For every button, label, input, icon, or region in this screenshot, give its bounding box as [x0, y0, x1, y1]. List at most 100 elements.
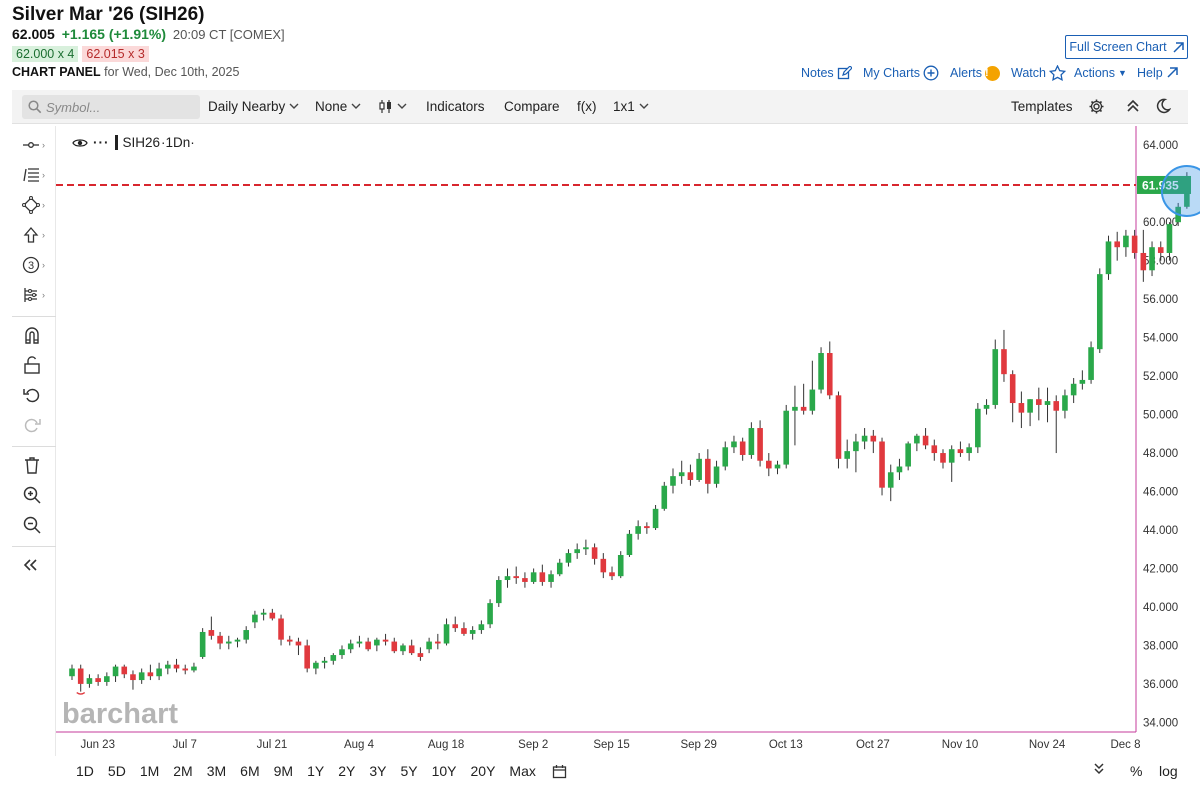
- notes-link[interactable]: Notes: [801, 63, 852, 83]
- chart-panel-label: CHART PANEL for Wed, Dec 10th, 2025: [12, 65, 239, 79]
- period-5y[interactable]: 5Y: [400, 763, 418, 779]
- dark-mode-button[interactable]: [1155, 98, 1171, 114]
- full-screen-chart-button[interactable]: Full Screen Chart: [1065, 35, 1188, 59]
- bid-badge: 62.000 x 4: [12, 46, 79, 62]
- period-1m[interactable]: 1M: [139, 763, 160, 779]
- tool-delete[interactable]: [22, 454, 52, 476]
- chevron-down-icon: [351, 103, 361, 109]
- candle-body: [304, 645, 310, 669]
- my-charts-link[interactable]: My Charts: [863, 63, 939, 83]
- candle-body: [887, 472, 894, 488]
- candle-body: [678, 472, 685, 477]
- templates-button[interactable]: Templates: [1011, 99, 1073, 114]
- tool-counter[interactable]: 3 ›: [22, 254, 52, 276]
- svg-text:3: 3: [28, 260, 34, 272]
- tool-collapse-panel[interactable]: [22, 554, 52, 576]
- actions-menu[interactable]: Actions ▼: [1074, 63, 1127, 83]
- chevron-down-icon: [639, 103, 649, 109]
- tool-zoom-out[interactable]: [22, 514, 52, 536]
- period-2m[interactable]: 2M: [173, 763, 193, 779]
- candle-body: [443, 624, 450, 644]
- barchart-watermark: barchart: [62, 698, 178, 730]
- tool-magnet[interactable]: [22, 324, 52, 346]
- chart-canvas[interactable]: barchart 34.000 36.000 38.000 40.000 42.000 44…: [56, 126, 1200, 756]
- undo-icon: [23, 388, 40, 403]
- candle-body: [617, 555, 624, 577]
- candle-body: [504, 576, 511, 581]
- candle-body: [687, 472, 694, 480]
- candle-body: [556, 562, 563, 575]
- tool-shapes[interactable]: ›: [22, 194, 52, 216]
- help-menu[interactable]: Help: [1137, 63, 1178, 83]
- candle-body: [914, 435, 920, 444]
- chart-type-dropdown[interactable]: [378, 99, 407, 114]
- tool-zoom-in[interactable]: [22, 484, 52, 506]
- period-10y[interactable]: 10Y: [431, 763, 457, 779]
- eye-icon[interactable]: [72, 137, 88, 149]
- candle-body: [1149, 247, 1155, 271]
- period-3m[interactable]: 3M: [206, 763, 227, 779]
- unlock-icon: [24, 356, 40, 374]
- scroll-end-button[interactable]: [1093, 762, 1105, 779]
- indicators-button[interactable]: Indicators: [426, 99, 485, 114]
- settings-button[interactable]: [1088, 98, 1105, 115]
- candle-body: [757, 428, 763, 461]
- candle-body: [1088, 347, 1094, 380]
- percent-toggle[interactable]: %: [1130, 763, 1143, 779]
- arrow-up-icon: [23, 227, 39, 243]
- function-button[interactable]: f(x): [577, 99, 597, 114]
- period-2y[interactable]: 2Y: [338, 763, 356, 779]
- period-9m[interactable]: 9M: [273, 763, 294, 779]
- log-toggle[interactable]: log: [1159, 763, 1178, 779]
- period-6m[interactable]: 6M: [240, 763, 260, 779]
- more-dots-icon[interactable]: ···: [93, 135, 110, 150]
- caret-down-icon: ▼: [1118, 68, 1127, 78]
- candle-body: [861, 435, 868, 442]
- watch-link[interactable]: Watch: [1011, 63, 1066, 83]
- number-circle-icon: 3: [22, 256, 40, 274]
- tool-lock[interactable]: [22, 354, 52, 376]
- candle-body: [1001, 349, 1007, 375]
- symbol-input[interactable]: Symbol...: [46, 99, 101, 115]
- candle-body: [792, 406, 798, 411]
- edit-icon: [837, 65, 852, 79]
- tool-fibonacci[interactable]: ›: [22, 164, 52, 186]
- candle-body: [408, 645, 415, 654]
- chart-toolbar: Symbol... Daily Nearby None Indicators C…: [12, 90, 1188, 124]
- candle-body: [1027, 399, 1033, 413]
- compare-button[interactable]: Compare: [504, 99, 560, 114]
- candle-body: [1123, 235, 1129, 248]
- alert-badge-icon: !: [984, 65, 1000, 81]
- tool-arrow[interactable]: ›: [22, 224, 52, 246]
- tool-crosshair[interactable]: ›: [22, 134, 52, 156]
- layout-dropdown[interactable]: 1x1: [613, 99, 649, 114]
- period-5d[interactable]: 5D: [107, 763, 126, 779]
- price-chart[interactable]: barchart 34.000 36.000 38.000 40.000 42.000 44…: [56, 126, 1200, 756]
- period-20y[interactable]: 20Y: [470, 763, 496, 779]
- candle-body: [417, 653, 424, 657]
- collapse-button[interactable]: [1126, 99, 1140, 113]
- candle-body: [975, 408, 981, 448]
- alerts-link[interactable]: Alerts !: [950, 63, 1000, 83]
- period-1y[interactable]: 1Y: [307, 763, 325, 779]
- period-dropdown[interactable]: Daily Nearby: [208, 99, 299, 114]
- cursor-line-icon: [23, 142, 39, 148]
- chevron-down-icon: [289, 103, 299, 109]
- period-3y[interactable]: 3Y: [369, 763, 387, 779]
- overlay-dropdown[interactable]: None: [315, 99, 361, 114]
- moon-icon: [1156, 98, 1171, 114]
- period-max[interactable]: Max: [509, 763, 536, 779]
- candle-body: [77, 668, 84, 684]
- tool-redo[interactable]: [22, 414, 52, 436]
- candle-body: [565, 553, 572, 563]
- y-tick-label: 38.000: [1143, 640, 1178, 652]
- watch-label: Watch: [1011, 66, 1046, 80]
- candle-body: [295, 641, 302, 646]
- calendar-icon[interactable]: [552, 764, 567, 779]
- x-tick-label: Aug 4: [344, 739, 375, 751]
- period-1d[interactable]: 1D: [76, 763, 94, 779]
- x-tick-label: Nov 10: [942, 739, 978, 751]
- symbol-search[interactable]: Symbol...: [22, 95, 200, 119]
- tool-patterns[interactable]: ›: [22, 284, 52, 306]
- tool-undo[interactable]: [22, 384, 52, 406]
